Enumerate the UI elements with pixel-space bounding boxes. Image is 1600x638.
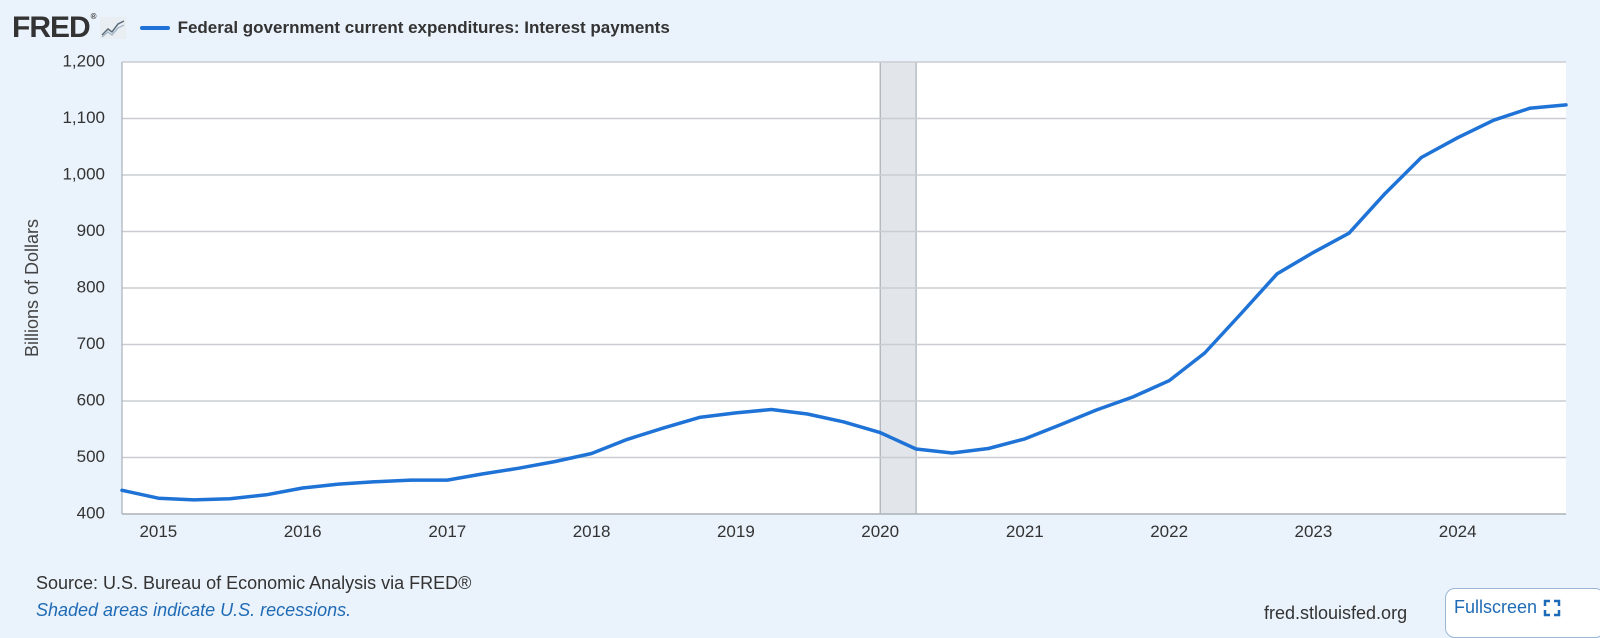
data-point — [734, 411, 738, 415]
data-point — [517, 466, 521, 470]
x-tick-label: 2017 — [428, 522, 466, 541]
data-point — [481, 472, 485, 476]
data-point — [842, 420, 846, 424]
data-point — [120, 488, 124, 492]
data-point — [986, 446, 990, 450]
data-point — [625, 437, 629, 441]
data-point — [192, 498, 196, 502]
data-point — [1456, 136, 1460, 140]
graph-icon — [99, 17, 126, 39]
fred-logo[interactable]: FRED® — [12, 11, 97, 44]
data-point — [1528, 106, 1532, 110]
data-point — [805, 412, 809, 416]
data-point — [1492, 118, 1496, 122]
legend: Federal government current expenditures:… — [139, 18, 670, 38]
fullscreen-label: Fullscreen — [1454, 597, 1538, 617]
x-tick-label: 2021 — [1006, 522, 1044, 541]
fullscreen-icon — [1543, 599, 1561, 617]
data-point — [878, 431, 882, 435]
x-tick-label: 2022 — [1150, 522, 1188, 541]
legend-swatch — [139, 26, 170, 30]
fullscreen-button[interactable]: Fullscreen — [1445, 588, 1600, 638]
data-point — [1275, 272, 1279, 276]
y-tick-label: 400 — [77, 503, 105, 522]
data-point — [1167, 379, 1171, 383]
registered-mark: ® — [90, 12, 97, 21]
y-axis-label: Billions of Dollars — [22, 219, 42, 357]
chart-header: FRED® Federal government current expendi… — [12, 10, 670, 46]
x-tick-label: 2018 — [573, 522, 611, 541]
y-tick-label: 1,000 — [62, 164, 105, 183]
data-point — [1023, 437, 1027, 441]
data-point — [264, 493, 268, 497]
line-chart: 400 500 600 700 800 900 1,000 1,100 1,200 2015 201… — [22, 51, 1568, 541]
data-point — [228, 497, 232, 501]
data-point — [1419, 155, 1423, 159]
y-tick-label: 800 — [77, 277, 105, 296]
x-tick-label: 2023 — [1294, 522, 1332, 541]
data-point — [156, 496, 160, 500]
x-tick-label: 2024 — [1439, 522, 1477, 541]
data-point — [1058, 423, 1062, 427]
data-point — [590, 452, 594, 456]
data-point — [661, 426, 665, 430]
y-tick-label: 500 — [77, 447, 105, 466]
data-point — [914, 447, 918, 451]
y-tick-label: 900 — [77, 221, 105, 240]
data-point — [1094, 408, 1098, 412]
data-point — [1347, 231, 1351, 235]
data-point — [553, 459, 557, 463]
y-tick-label: 600 — [77, 390, 105, 409]
data-point — [301, 486, 305, 490]
data-point — [1311, 250, 1315, 254]
data-point — [1203, 351, 1207, 355]
data-point — [1239, 312, 1243, 316]
data-point — [1131, 395, 1135, 399]
data-point — [409, 478, 413, 482]
x-tick-label: 2020 — [861, 522, 899, 541]
source-text: Source: U.S. Bureau of Economic Analysis… — [36, 573, 472, 593]
data-point — [373, 480, 377, 484]
x-tick-label: 2015 — [139, 522, 177, 541]
legend-label[interactable]: Federal government current expenditures:… — [177, 18, 670, 37]
data-point — [445, 478, 449, 482]
data-point — [769, 407, 773, 411]
recession-note: Shaded areas indicate U.S. recessions. — [36, 600, 352, 620]
site-url[interactable]: fred.stlouisfed.org — [1264, 603, 1408, 623]
fred-logo-text: FRED — [12, 11, 91, 44]
x-tick-label: 2019 — [717, 522, 755, 541]
y-tick-label: 1,200 — [62, 51, 105, 70]
x-tick-label: 2016 — [284, 522, 322, 541]
data-point — [698, 415, 702, 419]
y-tick-label: 1,100 — [62, 108, 105, 127]
data-point — [337, 482, 341, 486]
data-point — [950, 451, 954, 455]
y-tick-label: 700 — [77, 334, 105, 353]
data-point — [1383, 192, 1387, 196]
data-point — [1564, 103, 1568, 107]
